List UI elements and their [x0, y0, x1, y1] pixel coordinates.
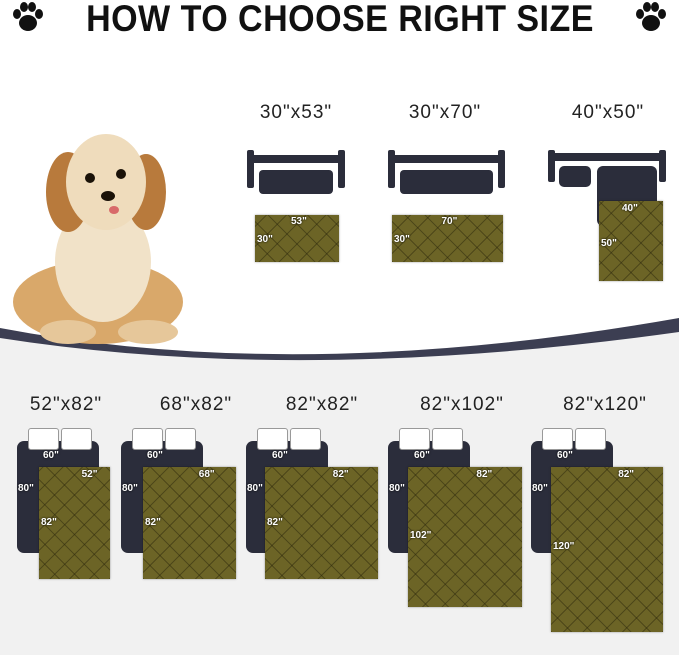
- sofa-arm: [498, 150, 505, 188]
- size-label: 82"x82": [285, 394, 359, 415]
- paw-icon: [12, 2, 43, 31]
- size-label: 82"x102": [420, 394, 504, 415]
- sofa-seat: [400, 170, 493, 194]
- pet-mat: [551, 467, 663, 632]
- sofa-seat: [259, 170, 333, 194]
- size-label: 40"x50": [571, 102, 645, 123]
- mat-length-label: 30": [257, 234, 273, 245]
- pillow: [290, 428, 321, 450]
- pillow: [165, 428, 196, 450]
- sectional-arm: [659, 150, 666, 182]
- bed-width-label: 60": [147, 450, 163, 461]
- bed-width-label: 60": [414, 450, 430, 461]
- bed-width-label: 60": [272, 450, 288, 461]
- sectional-arm: [548, 150, 555, 182]
- pet-mat: [255, 215, 339, 262]
- bed-length-label: 80": [18, 483, 34, 494]
- sofa-arm: [388, 150, 395, 188]
- bed-length-label: 80": [247, 483, 263, 494]
- pillow: [257, 428, 288, 450]
- size-label: 68"x82": [159, 394, 233, 415]
- mat-width-label: 68": [198, 469, 215, 480]
- mat-width-label: 82": [618, 469, 635, 480]
- mat-width-label: 53": [291, 216, 307, 227]
- pillow: [132, 428, 163, 450]
- sofa-back: [388, 155, 505, 163]
- sofa-arm: [247, 150, 254, 188]
- size-label: 30"x53": [259, 102, 333, 123]
- title-text: HOW TO CHOOSE RIGHT SIZE: [85, 0, 594, 39]
- sofa-arm: [338, 150, 345, 188]
- pillow: [432, 428, 463, 450]
- pet-mat: [265, 467, 378, 579]
- mat-length-label: 50": [601, 238, 617, 249]
- pet-mat: [408, 467, 522, 607]
- bed-length-label: 80": [389, 483, 405, 494]
- mat-length-label: 82": [145, 517, 161, 529]
- mat-length-label: 82": [267, 517, 283, 529]
- mat-width-label: 82": [476, 469, 493, 480]
- pillow: [399, 428, 430, 450]
- pet-mat: [143, 467, 236, 579]
- mat-length-label: 30": [394, 234, 410, 245]
- mat-width-label: 70": [441, 216, 458, 227]
- mat-width-label: 52": [81, 469, 98, 480]
- sectional-back: [549, 153, 666, 161]
- size-label: 82"x120": [563, 394, 647, 415]
- dog-photo: [13, 134, 183, 344]
- sofa-back: [247, 155, 345, 163]
- pet-mat: [599, 201, 663, 281]
- mat-length-label: 120": [553, 541, 575, 553]
- pillow: [28, 428, 59, 450]
- mat-width-label: 82": [332, 469, 349, 480]
- pillow: [61, 428, 92, 450]
- pillow: [542, 428, 573, 450]
- size-label: 52"x82": [29, 394, 103, 415]
- bed-length-label: 80": [532, 483, 548, 494]
- paw-icon: [636, 2, 667, 31]
- pillow: [575, 428, 606, 450]
- pet-mat: [39, 467, 110, 579]
- size-label: 30"x70": [408, 102, 482, 123]
- pet-mat: [392, 215, 503, 262]
- bed-width-label: 60": [557, 450, 573, 461]
- page-title: HOW TO CHOOSE RIGHT SIZE: [0, 0, 679, 40]
- mat-width-label: 40": [622, 203, 638, 214]
- bed-length-label: 80": [122, 483, 138, 494]
- sectional-seat: [559, 166, 591, 187]
- mat-length-label: 102": [410, 530, 432, 541]
- bed-width-label: 60": [43, 450, 59, 461]
- mat-length-label: 82": [41, 517, 57, 529]
